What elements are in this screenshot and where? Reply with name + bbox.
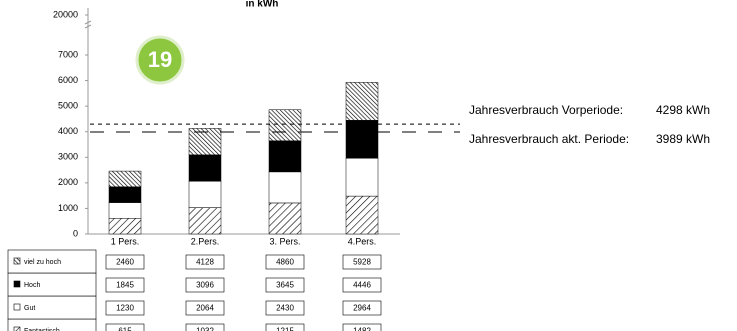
table-value: 5928	[353, 258, 371, 267]
bar-segment	[108, 170, 142, 188]
table-value: 1230	[116, 304, 134, 313]
row-header	[7, 295, 97, 320]
y-tick-label: 4000	[58, 126, 78, 136]
table-value: 1032	[196, 327, 214, 331]
table-value: 4860	[276, 258, 294, 267]
table-cell	[105, 277, 145, 293]
table-cell	[342, 254, 382, 270]
bar-segment	[345, 82, 379, 121]
badge-circle	[135, 35, 185, 85]
bar-segment	[268, 140, 302, 173]
bar-segment	[108, 186, 142, 203]
table-cell	[265, 323, 305, 331]
legend-label: Gut	[24, 305, 35, 312]
table-cell	[185, 300, 225, 316]
y-tick-label: 2000	[58, 177, 78, 187]
legend-swatch	[13, 257, 21, 265]
table-value: 4128	[196, 258, 214, 267]
y-tick-label: 1000	[58, 203, 78, 213]
axis-break	[84, 20, 92, 29]
legend-label: viel zu hoch	[24, 259, 61, 266]
legend-label: Hoch	[24, 282, 40, 289]
table-value: 3645	[276, 281, 294, 290]
table-cell	[105, 300, 145, 316]
bar-segment	[268, 109, 302, 142]
table-cell	[342, 277, 382, 293]
badge: 19	[148, 47, 172, 72]
y-tick-label: 7000	[58, 49, 78, 59]
table-value: 1482	[353, 327, 371, 331]
table-value: 2430	[276, 304, 294, 313]
bar-segment	[108, 202, 142, 219]
table-cell	[185, 254, 225, 270]
bar-segment	[268, 202, 302, 235]
table-value: 1215	[276, 327, 294, 331]
table-value: 3096	[196, 281, 214, 290]
y-tick-label: 0	[73, 228, 78, 238]
bar-segment	[108, 218, 142, 235]
table-cell	[185, 277, 225, 293]
y-tick-label: 3000	[58, 152, 78, 162]
x-tick-label: 3. Pers.	[269, 236, 300, 246]
x-tick-label: 1 Pers.	[111, 236, 140, 246]
table-cell	[342, 323, 382, 331]
table-cell	[265, 277, 305, 293]
table-value: 1845	[116, 281, 134, 290]
reference-label: Jahresverbrauch Vorperiode:	[469, 103, 623, 117]
reference-value: 4298 kWh	[656, 103, 710, 117]
table-value: 615	[118, 327, 132, 331]
reference-value: 3989 kWh	[656, 132, 710, 146]
x-tick-label: 2.Pers.	[191, 236, 220, 246]
bar-segment	[345, 157, 379, 197]
table-cell	[105, 323, 145, 331]
bar-segment	[188, 180, 222, 208]
bar-segment	[345, 195, 379, 235]
reference-label: Jahresverbrauch akt. Periode:	[469, 132, 629, 146]
table-value: 4446	[353, 281, 371, 290]
bar-segment	[188, 154, 222, 182]
table-value: 2964	[353, 304, 371, 313]
row-header	[7, 272, 97, 297]
bar-segment	[188, 128, 222, 156]
bar-segment	[188, 207, 222, 235]
legend-swatch	[13, 280, 21, 288]
table-cell	[185, 323, 225, 331]
table-value: 2064	[196, 304, 214, 313]
bar-segment	[345, 120, 379, 159]
legend-swatch	[13, 326, 21, 331]
table-cell	[265, 254, 305, 270]
x-tick-label: 4.Pers.	[348, 236, 377, 246]
legend-label: Fantastisch	[24, 328, 60, 331]
table-cell	[105, 254, 145, 270]
chart-title: in kWh	[246, 0, 279, 10]
y-tick-label: 6000	[58, 75, 78, 85]
y-tick-label: 20000	[53, 9, 78, 19]
row-header	[7, 249, 97, 274]
table-value: 2460	[116, 258, 134, 267]
table-cell	[265, 300, 305, 316]
legend-swatch	[13, 303, 21, 311]
bar-segment	[268, 171, 302, 204]
table-cell	[342, 300, 382, 316]
y-tick-label: 5000	[58, 101, 78, 111]
